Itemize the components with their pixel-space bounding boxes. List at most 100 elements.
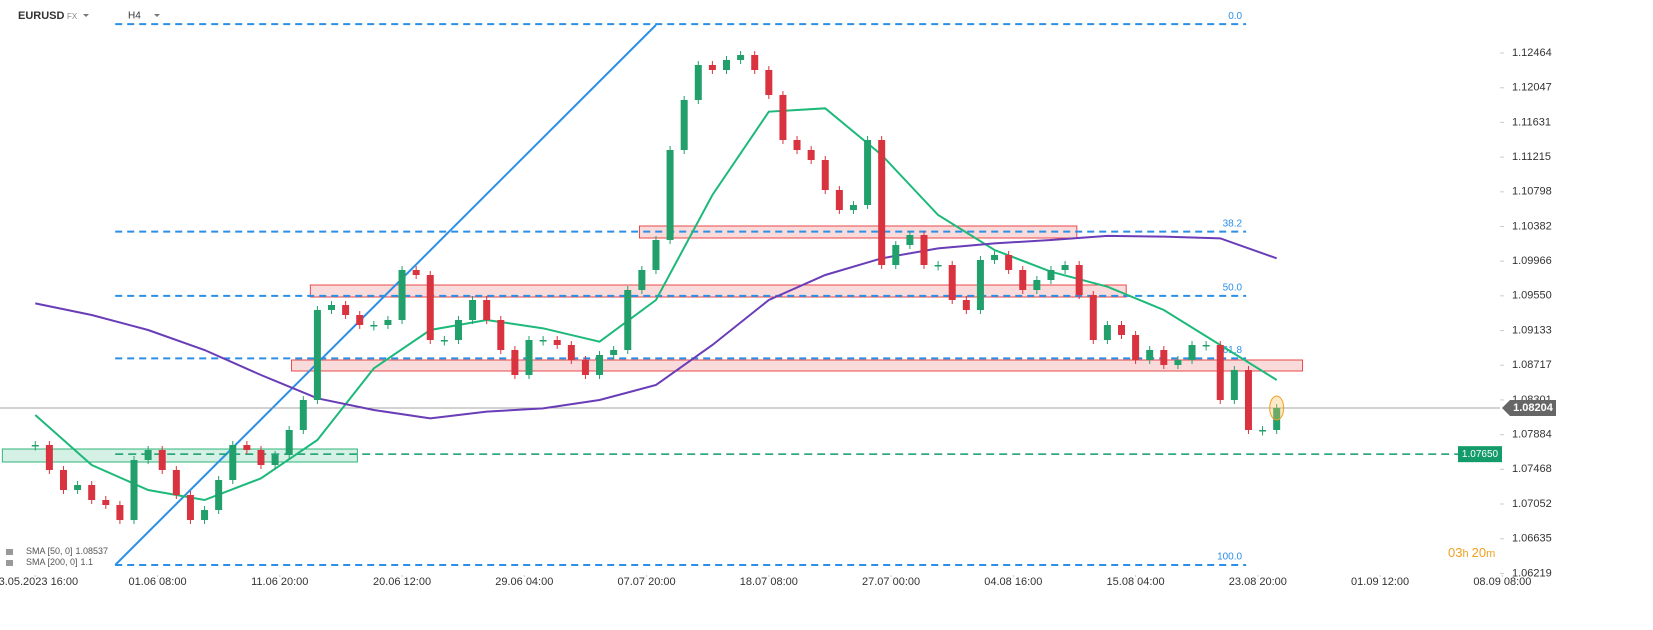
- y-tick-label: 1.06635: [1512, 533, 1552, 545]
- symbol-dropdown[interactable]: [83, 14, 89, 17]
- countdown: 03h 20m: [1448, 545, 1495, 560]
- candle: [1216, 345, 1224, 400]
- legend-value: 1.1: [81, 557, 94, 567]
- candle: [370, 325, 378, 327]
- candle: [285, 430, 293, 455]
- x-tick-label: 04.08 16:00: [984, 576, 1042, 588]
- fib-label: 38.2: [1223, 218, 1243, 229]
- candle: [723, 60, 731, 70]
- sma-line: [34, 107, 1278, 502]
- candle: [694, 65, 702, 100]
- candle: [991, 255, 999, 260]
- candle: [864, 140, 872, 205]
- countdown-minutes: 20: [1472, 545, 1486, 560]
- candle: [469, 300, 477, 320]
- legend-icon: [6, 549, 13, 555]
- candle: [666, 150, 674, 240]
- y-tick-label: 1.09550: [1512, 290, 1552, 302]
- candle: [215, 480, 223, 510]
- candle: [652, 240, 660, 270]
- fib-label: 61.8: [1223, 345, 1243, 356]
- candle: [892, 245, 900, 265]
- candle: [751, 55, 759, 70]
- legend-entry: SMA [50, 0] 1.08537: [26, 546, 108, 556]
- candle: [1019, 270, 1027, 290]
- candle: [539, 340, 547, 342]
- candle: [229, 445, 237, 480]
- candle: [878, 140, 886, 265]
- candle: [1146, 350, 1154, 360]
- candle: [1132, 335, 1140, 360]
- candle: [201, 510, 209, 520]
- y-tick-label: 1.07884: [1512, 429, 1552, 441]
- support-tag: [1458, 446, 1502, 463]
- candle: [88, 485, 96, 500]
- candle: [596, 355, 604, 375]
- y-tick-label: 1.10382: [1512, 220, 1552, 232]
- candle: [328, 305, 336, 310]
- x-tick-label: 01.09 12:00: [1351, 576, 1409, 588]
- candle: [158, 450, 166, 470]
- price-tag: [1502, 400, 1556, 416]
- zone: [1, 448, 358, 463]
- x-tick-label: 11.06 20:00: [251, 576, 308, 588]
- y-tick-label: 1.07468: [1512, 463, 1552, 475]
- x-tick-label: 01.06 08:00: [128, 576, 186, 588]
- candle: [440, 340, 448, 342]
- y-tick-label: 1.06219: [1512, 567, 1552, 579]
- candle: [31, 445, 39, 447]
- zone: [309, 284, 1127, 298]
- countdown-h: h: [1462, 548, 1468, 560]
- candle: [1273, 408, 1281, 430]
- countdown-hours: 03: [1448, 545, 1462, 560]
- market: FX: [67, 12, 78, 21]
- candle: [144, 450, 152, 460]
- candle: [976, 260, 984, 310]
- candle: [271, 455, 279, 465]
- x-tick-label: 27.07 00:00: [862, 576, 920, 588]
- fib-label: 0.0: [1228, 11, 1242, 22]
- candle: [948, 265, 956, 300]
- fib-label: 100.0: [1217, 552, 1242, 563]
- x-tick-label: 20.06 12:00: [373, 576, 431, 588]
- x-tick-label: 07.07 20:00: [618, 576, 676, 588]
- candle: [243, 445, 251, 450]
- candle: [102, 500, 110, 505]
- candle: [708, 65, 716, 70]
- candle: [624, 290, 632, 350]
- candle: [1202, 345, 1210, 347]
- candle: [412, 270, 420, 275]
- timeframe-dropdown[interactable]: [154, 14, 160, 17]
- legend-name: SMA [200, 0]: [26, 557, 78, 567]
- candle: [257, 450, 265, 465]
- y-tick-label: 1.12047: [1512, 82, 1552, 94]
- candle: [1174, 360, 1182, 365]
- candle: [1259, 430, 1267, 432]
- support-label: 1.07650: [1462, 449, 1499, 460]
- candle: [849, 205, 857, 210]
- candle: [1244, 370, 1252, 430]
- candle: [737, 55, 745, 60]
- symbol[interactable]: EURUSD: [18, 10, 65, 22]
- y-tick-label: 1.09133: [1512, 324, 1552, 336]
- candle: [384, 320, 392, 325]
- candle: [342, 305, 350, 315]
- x-tick-label: 08.09 08:00: [1473, 576, 1531, 588]
- candle: [1061, 265, 1069, 270]
- candle: [1075, 265, 1083, 295]
- y-tick-label: 1.12464: [1512, 47, 1552, 59]
- legend-name: SMA [50, 0]: [26, 546, 73, 556]
- candle: [511, 350, 519, 375]
- candle: [610, 350, 618, 355]
- price-tag-label: 1.08204: [1513, 402, 1554, 414]
- candle: [821, 160, 829, 190]
- candle: [172, 470, 180, 495]
- fib-label: 50.0: [1223, 282, 1243, 293]
- legend-icon: [6, 560, 13, 566]
- timeframe[interactable]: H4: [128, 11, 141, 22]
- candle: [116, 505, 124, 520]
- candle: [1160, 350, 1168, 365]
- candle: [835, 190, 843, 210]
- candle: [962, 300, 970, 310]
